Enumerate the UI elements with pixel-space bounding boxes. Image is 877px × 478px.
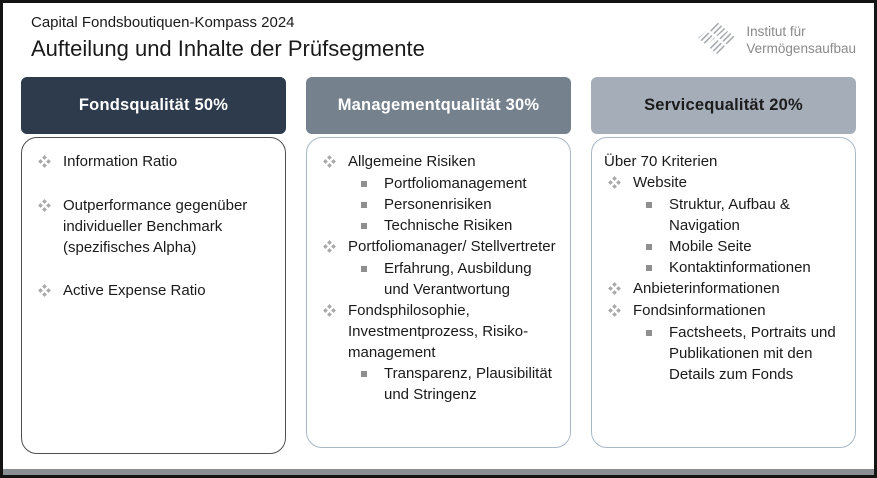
diamond-cluster-icon [608, 304, 621, 322]
square-bullet-icon [646, 244, 652, 251]
list-item-text: Allgemeine Risiken [348, 153, 476, 171]
square-bullet-icon [646, 330, 652, 337]
square-bullet-icon [361, 266, 367, 273]
list-item-text: Technische Risiken [384, 217, 513, 235]
square-bullet-icon [361, 371, 367, 378]
list-item: Fondsinformationen [608, 300, 847, 322]
list-item: Anbieterinformationen [608, 278, 847, 300]
diamond-cluster-icon [608, 176, 621, 194]
list-item: Transparenz, Plausibilität und Stringenz [361, 363, 562, 405]
list-item-text: Mobile Seite [669, 238, 752, 256]
list-item: Factsheets, Portraits und Publikationen … [646, 322, 847, 385]
column-header-fondsqualitaet: Fondsqualität 50% [21, 77, 286, 135]
list-item-text: Website [633, 174, 687, 192]
list-item-text: Information Ratio [63, 153, 178, 171]
list-item: Portfoliomanager/ Stellvertreter [323, 236, 562, 258]
list-item: Fondsphilosophie, Investmentprozess, Ris… [323, 300, 562, 363]
list-item: Allgemeine Risiken [323, 151, 562, 173]
square-bullet-icon [646, 202, 652, 209]
column-header-managementqualitaet: Managementqualität 30% [306, 77, 571, 135]
list-item: Personenrisiken [361, 194, 562, 215]
diamond-cluster-icon [608, 282, 621, 300]
list-item-text: Anbieterinformationen [633, 280, 780, 298]
list-item-text: Portfoliomanagement [384, 175, 527, 193]
iva-logo: Institut für Vermögensaufbau [697, 21, 856, 60]
slide-kicker: Capital Fondsboutiquen-Kompass 2024 [31, 14, 295, 31]
diamond-cluster-icon [38, 155, 51, 173]
bottom-bar [3, 469, 874, 475]
list-item: Information Ratio [38, 151, 277, 173]
square-bullet-icon [361, 202, 367, 209]
diamond-cluster-icon [323, 240, 336, 258]
iva-diamond-icon [697, 21, 737, 60]
list-item-text: Struktur, Aufbau & Navigation [669, 196, 790, 235]
list-item-text: Kontaktinformationen [669, 259, 811, 277]
list-item-text: Erfahrung, Ausbildung und Verantwortung [384, 260, 532, 299]
iva-logo-line1: Institut für [746, 24, 806, 40]
diamond-cluster-icon [38, 199, 51, 217]
list-item-text: Active Expense Ratio [63, 282, 206, 300]
square-bullet-icon [361, 223, 367, 230]
list-item: Website [608, 172, 847, 194]
title-block: Capital Fondsboutiquen-Kompass 2024 Auft… [31, 14, 425, 62]
iva-logo-text: Institut für Vermögensaufbau [746, 24, 856, 57]
column-managementqualitaet: Managementqualität 30% Allgemeine Risiken… [306, 77, 571, 454]
diamond-cluster-icon [38, 284, 51, 302]
diamond-cluster-icon [323, 304, 336, 322]
list-item: Active Expense Ratio [38, 280, 277, 302]
list-item: Technische Risiken [361, 215, 562, 236]
list-item: Outperformance gegenüber individueller B… [38, 195, 277, 258]
square-bullet-icon [361, 181, 367, 188]
square-bullet-icon [646, 265, 652, 272]
list-item-text: Portfoliomanager/ Stellvertreter [348, 238, 556, 256]
column-box-managementqualitaet: Allgemeine Risiken Portfoliomanagement Per… [306, 137, 571, 449]
column-intro: Über 70 Kriterien [604, 153, 718, 171]
list-item: Struktur, Aufbau & Navigation [646, 194, 847, 236]
list-item: Portfoliomanagement [361, 173, 562, 194]
list-item: Mobile Seite [646, 236, 847, 257]
column-header-servicequalitaet: Servicequalität 20% [591, 77, 856, 135]
column-servicequalitaet: Servicequalität 20% Über 70 Kriterien Webs… [591, 77, 856, 454]
diamond-cluster-icon [323, 155, 336, 173]
slide-header: Capital Fondsboutiquen-Kompass 2024 Auft… [3, 3, 874, 62]
page-title: Aufteilung und Inhalte der Prüfsegmente [31, 35, 425, 61]
list-item-text: Factsheets, Portraits und Publikationen … [669, 324, 836, 384]
column-box-fondsqualitaet: Information Ratio Outperformance gegenübe… [21, 137, 286, 455]
list-item-text: Transparenz, Plausibilität und Stringenz [384, 365, 552, 404]
list-item-text: Fondsinformationen [633, 302, 766, 320]
list-item: Kontaktinformationen [646, 257, 847, 278]
list-item-text: Fondsphilosophie, Investmentprozess, Ris… [348, 302, 529, 362]
column-fondsqualitaet: Fondsqualität 50% Information Ratio Outper… [21, 77, 286, 455]
list-item-text: Personenrisiken [384, 196, 492, 214]
columns: Fondsqualität 50% Information Ratio Outper… [3, 77, 874, 455]
list-item: Erfahrung, Ausbildung und Verantwortung [361, 258, 562, 300]
iva-logo-line2: Vermögensaufbau [746, 40, 856, 56]
column-box-servicequalitaet: Über 70 Kriterien Website Struktur, Aufbau… [591, 137, 856, 449]
list-item-text: Outperformance gegenüber individueller B… [63, 197, 248, 257]
